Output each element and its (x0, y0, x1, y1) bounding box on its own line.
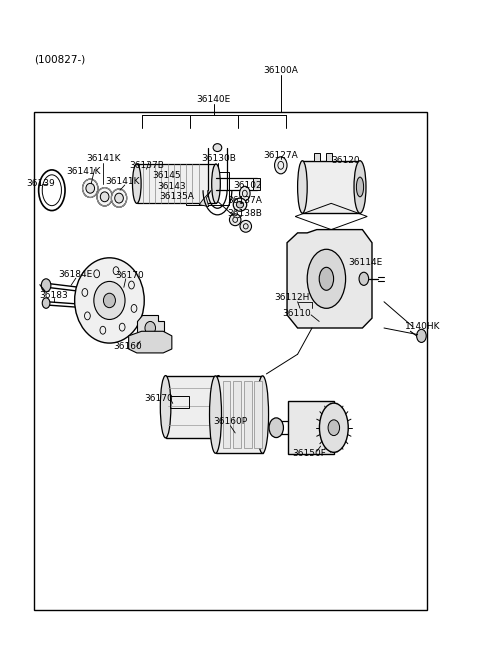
Ellipse shape (213, 144, 222, 152)
Ellipse shape (104, 293, 115, 308)
Bar (244, 381, 252, 448)
Text: 36127A: 36127A (264, 151, 298, 160)
Ellipse shape (213, 375, 224, 438)
Ellipse shape (354, 161, 366, 213)
Ellipse shape (132, 164, 141, 203)
Polygon shape (137, 315, 164, 341)
Text: 36130B: 36130B (201, 154, 236, 163)
Text: 1140HK: 1140HK (405, 322, 440, 331)
Text: 36135A: 36135A (159, 192, 194, 201)
Text: 36120: 36120 (331, 155, 360, 165)
Text: 36141K: 36141K (66, 167, 100, 176)
Text: 36145: 36145 (153, 171, 181, 180)
Ellipse shape (356, 177, 364, 197)
Bar (166, 375, 218, 438)
Text: 36112H: 36112H (274, 293, 310, 302)
Ellipse shape (145, 321, 156, 335)
Text: 36150F: 36150F (293, 449, 326, 459)
Text: 36102: 36102 (233, 181, 262, 190)
Bar (216, 376, 263, 453)
Bar (254, 381, 262, 448)
Ellipse shape (229, 214, 241, 226)
Bar (223, 381, 230, 448)
Text: 36143: 36143 (157, 182, 186, 192)
Ellipse shape (298, 161, 307, 213)
Bar (288, 401, 334, 454)
Ellipse shape (94, 281, 125, 319)
Ellipse shape (319, 268, 334, 290)
Circle shape (417, 329, 426, 342)
Text: 36141K: 36141K (105, 176, 140, 186)
Ellipse shape (86, 183, 95, 194)
Bar (137, 164, 216, 203)
Circle shape (42, 298, 50, 308)
Text: 36137B: 36137B (129, 161, 164, 170)
Circle shape (359, 272, 369, 285)
Bar (253, 178, 260, 190)
Text: 36114E: 36114E (348, 258, 383, 267)
Ellipse shape (233, 198, 247, 211)
Text: 36160: 36160 (113, 342, 142, 351)
Circle shape (240, 186, 250, 201)
Bar (186, 172, 229, 205)
Ellipse shape (100, 192, 109, 202)
Text: 36138B: 36138B (228, 209, 262, 218)
Bar (302, 161, 360, 213)
Text: (100827-): (100827-) (35, 54, 86, 64)
Circle shape (269, 418, 284, 438)
Text: 36139: 36139 (26, 179, 55, 188)
Text: 36137A: 36137A (228, 195, 262, 205)
Bar (314, 153, 320, 161)
Bar (34, 112, 427, 610)
Ellipse shape (83, 179, 98, 197)
Ellipse shape (111, 189, 127, 207)
Ellipse shape (209, 376, 222, 453)
Text: 36160P: 36160P (213, 417, 248, 426)
Ellipse shape (240, 220, 252, 232)
Text: 36170: 36170 (144, 394, 173, 403)
Text: 36170: 36170 (115, 271, 144, 280)
Circle shape (41, 279, 51, 292)
Bar (326, 153, 332, 161)
Text: 36184E: 36184E (59, 270, 93, 279)
Ellipse shape (236, 201, 244, 208)
Polygon shape (287, 230, 372, 328)
Text: 36140E: 36140E (196, 95, 231, 104)
Ellipse shape (115, 193, 123, 203)
Ellipse shape (320, 403, 348, 453)
Ellipse shape (256, 376, 269, 453)
Bar (233, 381, 241, 448)
Ellipse shape (97, 188, 112, 206)
Text: 36100A: 36100A (264, 66, 298, 75)
Ellipse shape (75, 258, 144, 343)
Circle shape (275, 157, 287, 174)
Ellipse shape (307, 249, 346, 308)
Ellipse shape (212, 164, 220, 203)
Circle shape (328, 420, 340, 436)
Text: 36141K: 36141K (86, 154, 120, 163)
Text: 36183: 36183 (39, 291, 68, 300)
Ellipse shape (160, 375, 171, 438)
Text: 36110: 36110 (282, 309, 311, 318)
Polygon shape (129, 331, 172, 353)
Bar (170, 396, 189, 408)
Polygon shape (199, 190, 211, 207)
